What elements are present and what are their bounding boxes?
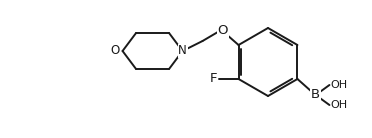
Text: F: F [210, 72, 218, 86]
Text: B: B [311, 88, 320, 102]
Text: N: N [178, 44, 187, 58]
Text: OH: OH [330, 80, 347, 90]
Text: O: O [110, 44, 119, 58]
Text: OH: OH [330, 100, 347, 110]
Text: O: O [217, 25, 228, 38]
